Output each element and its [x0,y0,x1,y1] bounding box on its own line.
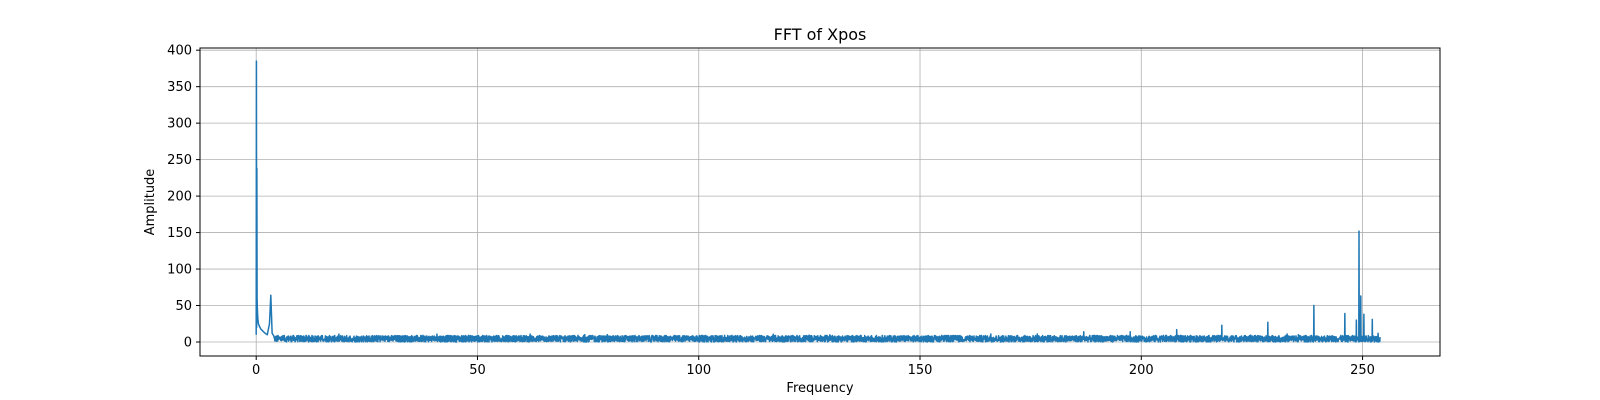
y-tick-label: 400 [167,44,192,59]
y-tick-label: 250 [167,153,192,168]
x-tick-label: 100 [686,363,711,378]
y-tick-label: 350 [167,80,192,95]
y-tick-label: 300 [167,117,192,132]
y-tick-label: 0 [184,335,192,350]
y-axis-ticks: 0 50 100 150 200 250 300 350 400 [167,44,200,350]
x-axis-ticks: 0 50 100 150 200 250 [252,356,1375,378]
chart-title: FFT of Xpos [774,25,867,44]
x-tick-label: 150 [908,363,933,378]
y-tick-label: 200 [167,190,192,205]
y-tick-label: 50 [175,299,192,314]
x-tick-label: 0 [252,363,260,378]
x-tick-label: 50 [469,363,486,378]
x-tick-label: 200 [1129,363,1154,378]
y-tick-label: 100 [167,263,192,278]
fft-amplitude-line [255,60,1381,343]
y-tick-label: 150 [167,226,192,241]
series-line [255,60,1381,343]
x-tick-label: 250 [1350,363,1375,378]
y-axis-title: Amplitude [143,169,158,236]
plot-area [200,48,1440,356]
plot-frame [199,47,1441,357]
x-axis-title: Frequency [786,381,853,396]
grid [200,48,1440,356]
